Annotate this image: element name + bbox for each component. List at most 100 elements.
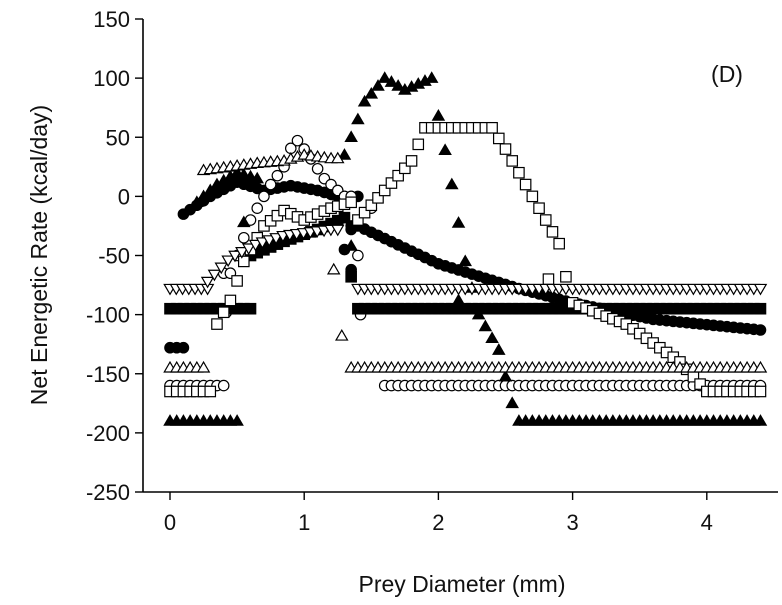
data-point bbox=[345, 196, 357, 209]
data-point bbox=[753, 414, 768, 426]
data-point bbox=[498, 369, 513, 382]
data-point bbox=[255, 237, 270, 250]
data-point bbox=[344, 239, 358, 251]
data-point bbox=[486, 121, 498, 134]
data-point bbox=[754, 385, 767, 398]
data-point bbox=[217, 379, 230, 392]
data-point bbox=[211, 318, 223, 330]
data-point bbox=[330, 151, 345, 164]
y-tick-label: -200 bbox=[86, 421, 130, 446]
data-point bbox=[196, 360, 211, 373]
data-point bbox=[546, 226, 559, 238]
data-point bbox=[326, 262, 341, 275]
data-point bbox=[519, 178, 532, 191]
data-point bbox=[335, 328, 349, 341]
data-point bbox=[412, 138, 425, 151]
data-point bbox=[492, 343, 506, 355]
y-tick-label: -100 bbox=[86, 303, 130, 328]
data-point bbox=[235, 247, 249, 259]
data-point bbox=[499, 143, 512, 155]
data-point bbox=[204, 385, 217, 398]
data-point bbox=[345, 270, 357, 283]
data-point bbox=[694, 378, 706, 390]
y-tick-label: -50 bbox=[98, 244, 130, 269]
data-point bbox=[385, 177, 398, 189]
panel-label: (D) bbox=[711, 61, 743, 87]
data-point bbox=[372, 192, 384, 204]
data-point bbox=[352, 214, 364, 226]
data-point bbox=[190, 195, 204, 208]
data-point bbox=[431, 109, 446, 121]
data-point bbox=[221, 255, 235, 268]
data-point bbox=[217, 306, 230, 319]
data-point bbox=[753, 283, 768, 296]
data-point bbox=[553, 237, 565, 250]
data-point bbox=[371, 79, 385, 91]
x-tick-label: 4 bbox=[701, 510, 713, 535]
data-point bbox=[357, 94, 372, 107]
data-point bbox=[471, 307, 486, 320]
data-point bbox=[230, 414, 244, 426]
data-point bbox=[513, 166, 525, 179]
data-point bbox=[231, 275, 243, 287]
data-point bbox=[237, 215, 251, 228]
data-point bbox=[258, 190, 270, 203]
data-point bbox=[264, 178, 277, 191]
data-point bbox=[399, 162, 411, 175]
data-point bbox=[451, 293, 466, 306]
series-hollow-triangle bbox=[163, 148, 768, 373]
data-point bbox=[177, 341, 190, 354]
data-point bbox=[271, 169, 284, 182]
data-point bbox=[228, 250, 242, 263]
data-point bbox=[424, 71, 439, 83]
data-point bbox=[269, 233, 283, 245]
data-point bbox=[539, 214, 552, 226]
data-point bbox=[207, 269, 222, 282]
data-point bbox=[311, 162, 324, 175]
data-point bbox=[230, 165, 244, 178]
y-tick-label: 0 bbox=[118, 184, 130, 209]
data-point bbox=[214, 262, 229, 275]
data-point bbox=[392, 169, 404, 182]
x-axis-title: Prey Diameter (mm) bbox=[358, 571, 565, 597]
data-point bbox=[358, 206, 371, 219]
y-tick-label: 150 bbox=[93, 7, 130, 32]
data-point bbox=[200, 276, 215, 289]
data-point bbox=[384, 75, 399, 87]
axis-ticks: -250 -200 -150 -100 -50 0 50 100 150 0 1 2 3 4 bbox=[86, 7, 713, 535]
data-point bbox=[533, 202, 545, 214]
data-point bbox=[248, 239, 263, 252]
data-point bbox=[365, 199, 378, 212]
data-point bbox=[364, 86, 379, 99]
data-point bbox=[754, 302, 767, 315]
data-point bbox=[291, 134, 304, 147]
data-point bbox=[378, 184, 391, 197]
data-point bbox=[560, 270, 572, 283]
y-tick-label: -150 bbox=[86, 362, 130, 387]
data-point bbox=[241, 243, 256, 256]
data-point bbox=[338, 211, 351, 224]
data-point bbox=[405, 155, 418, 167]
data-point bbox=[754, 324, 767, 336]
data-point bbox=[438, 143, 452, 156]
data-point bbox=[352, 249, 364, 262]
data-point bbox=[344, 130, 358, 143]
data-point bbox=[224, 294, 237, 307]
data-point bbox=[377, 71, 392, 83]
y-tick-label: 50 bbox=[106, 125, 130, 150]
data-point bbox=[262, 235, 276, 247]
series-hollow-circle bbox=[164, 134, 767, 392]
data-points bbox=[163, 71, 768, 426]
data-point bbox=[445, 177, 459, 190]
data-point bbox=[330, 224, 345, 237]
series-filled-triangle bbox=[163, 71, 768, 426]
data-point bbox=[337, 148, 352, 160]
data-point bbox=[238, 231, 250, 244]
data-point bbox=[478, 319, 493, 332]
data-point bbox=[526, 190, 539, 203]
data-point bbox=[251, 202, 264, 214]
data-point bbox=[451, 216, 466, 228]
data-point bbox=[237, 167, 251, 180]
y-axis-title: Net Energetic Rate (kcal/day) bbox=[26, 105, 52, 405]
